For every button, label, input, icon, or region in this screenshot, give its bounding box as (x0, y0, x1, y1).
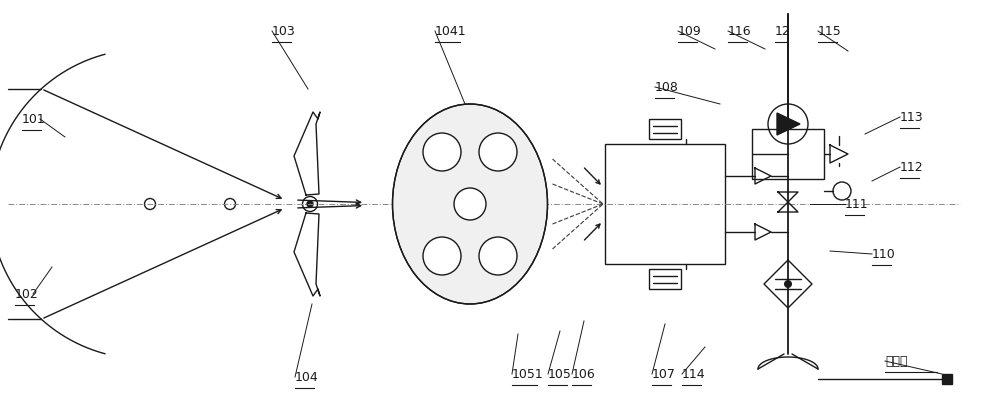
Bar (649, 270, 681, 289)
Circle shape (423, 237, 461, 275)
Circle shape (479, 134, 517, 172)
Circle shape (423, 134, 461, 172)
Text: 103: 103 (272, 25, 296, 38)
Text: 116: 116 (728, 25, 752, 38)
Bar (942, 374, 952, 384)
Text: 12: 12 (775, 25, 791, 38)
Circle shape (784, 280, 792, 288)
Text: 107: 107 (652, 368, 676, 380)
Text: 1041: 1041 (435, 25, 467, 38)
Text: 114: 114 (682, 368, 706, 380)
Text: 112: 112 (900, 161, 924, 174)
Text: 105: 105 (548, 368, 572, 380)
Text: 108: 108 (655, 81, 679, 94)
Text: 113: 113 (900, 111, 924, 124)
Text: 1051: 1051 (512, 368, 544, 380)
Bar (605, 145, 725, 264)
Text: 104: 104 (295, 371, 319, 384)
Polygon shape (777, 114, 800, 136)
Ellipse shape (392, 105, 548, 304)
Text: 109: 109 (678, 25, 702, 38)
Text: 111: 111 (845, 198, 869, 211)
Text: 102: 102 (15, 288, 39, 301)
Text: 115: 115 (818, 25, 842, 38)
Bar (752, 130, 824, 180)
Circle shape (307, 202, 313, 207)
Text: 106: 106 (572, 368, 596, 380)
Circle shape (454, 189, 486, 220)
Text: 101: 101 (22, 113, 46, 126)
Circle shape (479, 237, 517, 275)
Text: 进气口: 进气口 (885, 355, 908, 368)
Bar (649, 120, 681, 139)
Text: 110: 110 (872, 248, 896, 261)
